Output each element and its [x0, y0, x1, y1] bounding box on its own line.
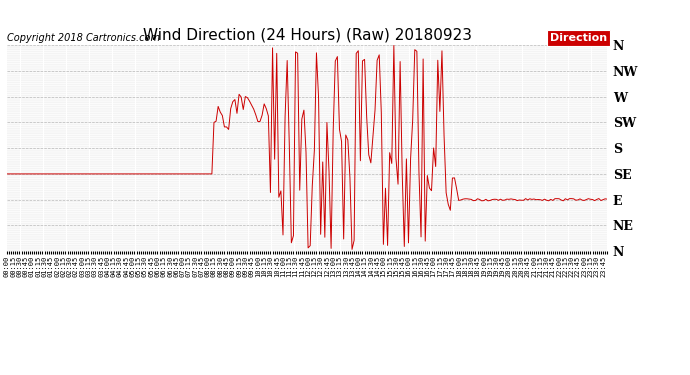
Text: Copyright 2018 Cartronics.com: Copyright 2018 Cartronics.com	[7, 33, 160, 43]
Text: Direction: Direction	[550, 33, 607, 43]
Title: Wind Direction (24 Hours) (Raw) 20180923: Wind Direction (24 Hours) (Raw) 20180923	[143, 27, 471, 42]
